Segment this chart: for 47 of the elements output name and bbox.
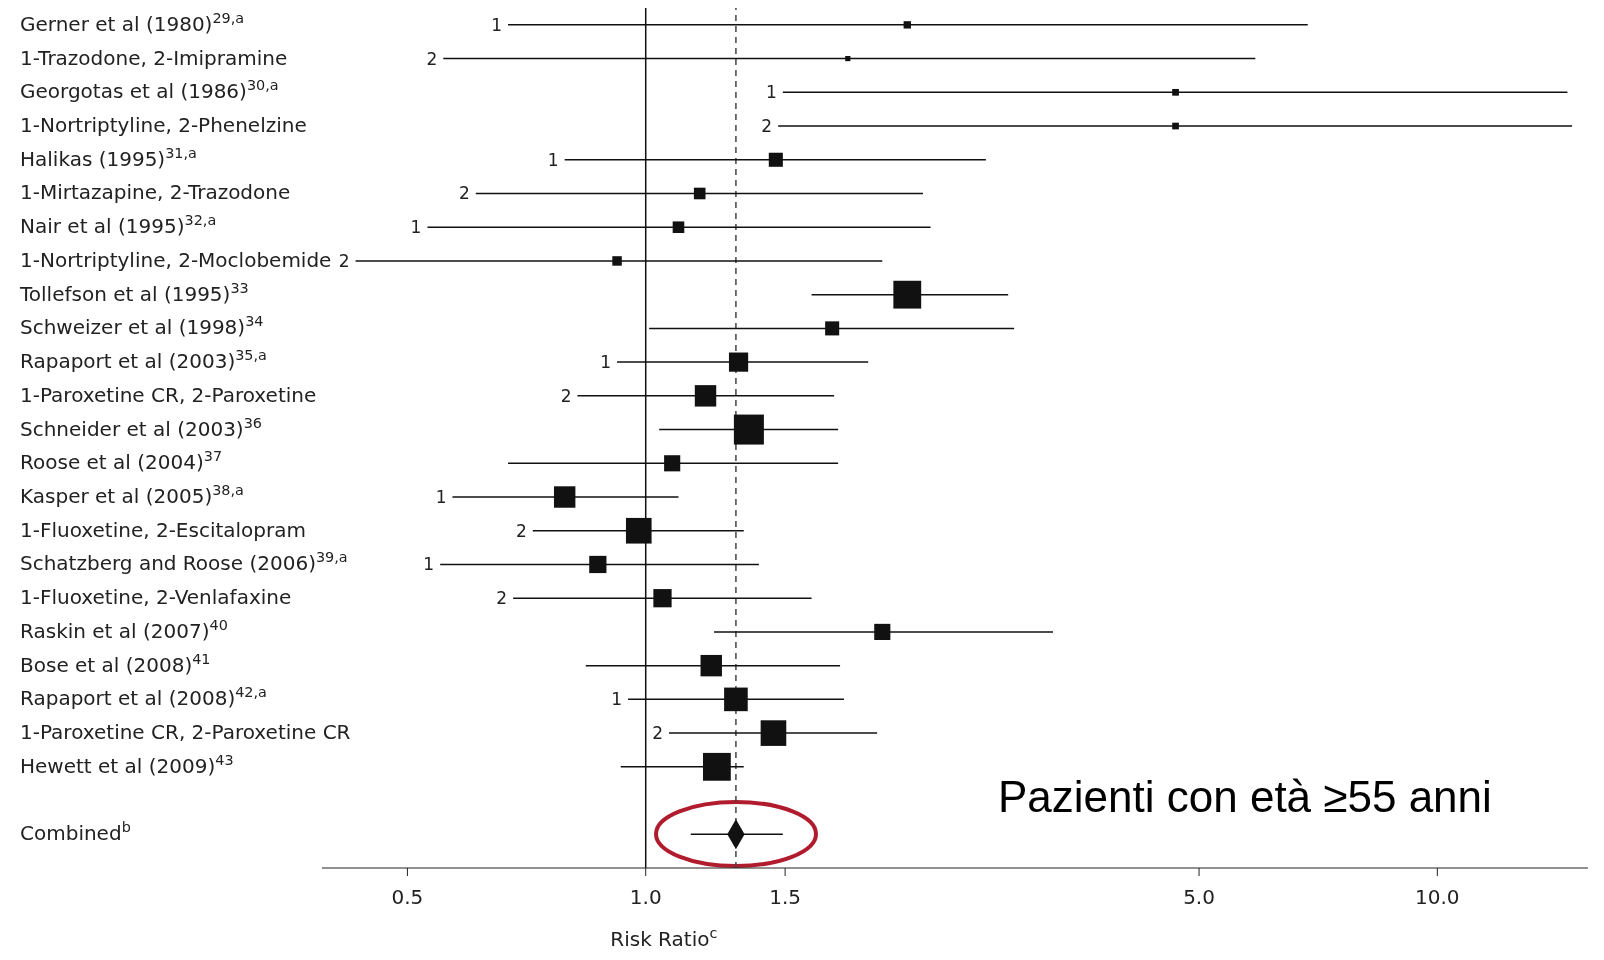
y-tick-label: Georgotas et al (1986)$^{30,a}$ (20, 77, 279, 104)
annotation: 1 (410, 217, 422, 238)
y-tick-label: Rapaport et al (2003)$^{35,a}$ (20, 347, 267, 374)
y-tick-label: 1-Trazodone, 2-Imipramine (20, 45, 288, 70)
y-tick-label: 1-Paroxetine CR, 2-Paroxetine (20, 382, 317, 407)
annotation: 1 (435, 487, 447, 508)
annotation: 2 (515, 520, 527, 541)
annotation: 2 (496, 588, 508, 609)
annotation: 1 (491, 14, 503, 35)
y-tick-label: Schweizer et al (1998)$^{34}$ (20, 313, 264, 340)
annotation: 1 (600, 352, 612, 373)
y-tick-label: Rapaport et al (2008)$^{42,a}$ (20, 684, 267, 711)
y-tick-label: Bose et al (2008)$^{41}$ (20, 650, 211, 677)
annotation: Pazienti con età ≥55 anni (998, 772, 1492, 822)
x-tick-label: 10.0 (1415, 885, 1460, 910)
annotation: 1 (547, 149, 559, 170)
y-tick-label: Combined$^{b}$ (20, 819, 131, 846)
y-tick-label: 1-Nortriptyline, 2-Moclobemide (20, 247, 332, 272)
x-tick-label: 1.0 (629, 885, 662, 910)
x-tick-label: 0.5 (391, 885, 424, 910)
y-tick-label: 1-Fluoxetine, 2-Escitalopram (20, 517, 307, 542)
y-tick-label: Roose et al (2004)$^{37}$ (20, 448, 223, 475)
annotation: 2 (652, 723, 663, 744)
y-tick-label: Halikas (1995)$^{31,a}$ (20, 144, 197, 171)
y-tick-label: Hewett et al (2009)$^{43}$ (20, 751, 234, 778)
y-tick-label: Schatzberg and Roose (2006)$^{39,a}$ (20, 549, 348, 576)
x-tick-label: 5.0 (1183, 885, 1215, 910)
y-tick-label: Raskin et al (2007)$^{40}$ (20, 616, 228, 643)
annotation: 2 (560, 385, 572, 406)
annotation: 2 (761, 116, 773, 137)
y-tick-label: Nair et al (1995)$^{32,a}$ (20, 212, 217, 239)
y-tick-label: 1-Fluoxetine, 2-Venlafaxine (20, 585, 292, 610)
annotation: 1 (423, 554, 435, 575)
x-axis-title: Risk Ratio$^{c}$ (610, 925, 718, 951)
annotation: 2 (338, 250, 350, 271)
y-tick-label: Kasper et al (2005)$^{38,a}$ (20, 482, 244, 509)
x-tick-label: 1.5 (769, 885, 802, 910)
y-tick-label: 1-Nortriptyline, 2-Phenelzine (20, 113, 307, 138)
y-tick-label: 1-Paroxetine CR, 2-Paroxetine CR (20, 720, 351, 745)
annotation: 2 (458, 183, 470, 204)
annotation: 1 (765, 82, 777, 103)
y-tick-label: Gerner et al (1980)$^{29,a}$ (20, 9, 245, 36)
annotation: 2 (426, 48, 438, 69)
y-tick-label: 1-Mirtazapine, 2-Trazodone (20, 180, 291, 205)
annotation: 1 (611, 689, 623, 710)
y-tick-label: Schneider et al (2003)$^{36}$ (20, 414, 262, 441)
y-tick-label: Tollefson et al (1995)$^{33}$ (19, 279, 249, 306)
